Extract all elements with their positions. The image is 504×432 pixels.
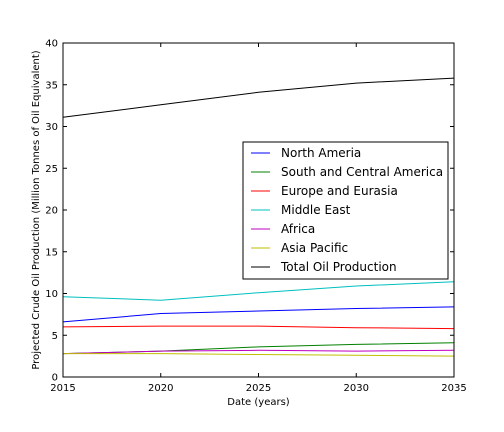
legend: North Ameria South and Central America Eur… xyxy=(242,141,449,280)
x-tick-label: 2025 xyxy=(246,383,271,394)
x-tick-label: 2020 xyxy=(148,383,173,394)
x-tick-label: 2035 xyxy=(441,383,466,394)
legend-label-5: Africa xyxy=(281,222,315,236)
legend-label-1: North Ameria xyxy=(281,146,361,160)
y-tick-label: 0 xyxy=(52,373,58,384)
legend-label-4: Middle East xyxy=(281,203,351,217)
series-line-6 xyxy=(63,353,455,357)
y-tick-label: 40 xyxy=(45,39,58,50)
series-layer xyxy=(62,77,455,357)
series-line-4 xyxy=(62,281,455,301)
legend-label-2: South and Central America xyxy=(281,165,443,179)
y-tick-label: 10 xyxy=(45,289,58,300)
y-tick-label: 30 xyxy=(45,122,58,133)
series-line-5 xyxy=(62,349,455,355)
x-tick-label: 2030 xyxy=(344,383,369,394)
series-line-7 xyxy=(62,77,455,118)
series-line-3 xyxy=(62,325,455,330)
legend-label-3: Europe and Eurasia xyxy=(281,184,398,198)
legend-label-6: Asia Pacific xyxy=(281,241,348,255)
series-line-1 xyxy=(62,306,455,323)
y-tick-label: 35 xyxy=(45,80,58,91)
legend-frame xyxy=(242,141,449,280)
y-axis-label: Projected Crude Oil Production (Million … xyxy=(31,50,42,369)
y-tick-label: 15 xyxy=(45,247,58,258)
y-tick-label: 20 xyxy=(45,206,58,217)
legend-label-7: Total Oil Production xyxy=(280,260,397,274)
x-tick-label: 2015 xyxy=(50,383,75,394)
y-tick-label: 5 xyxy=(52,331,58,342)
x-axis-label: Date (years) xyxy=(227,397,290,408)
y-tick-label: 25 xyxy=(45,164,58,175)
